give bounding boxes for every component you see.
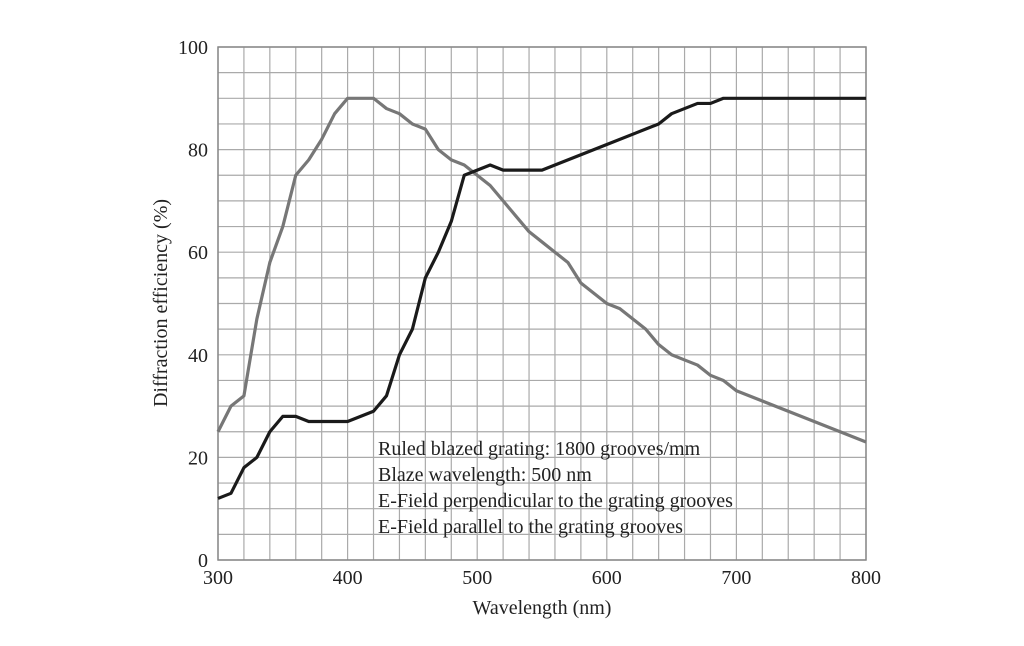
x-tick-label: 600: [592, 567, 622, 589]
y-tick-label: 0: [198, 550, 208, 572]
series-line-1: [216, 96, 867, 444]
annotation-text: Blaze wavelength: 500 nm: [378, 464, 592, 486]
x-tick-label: 500: [462, 567, 492, 589]
y-tick-label: 100: [178, 37, 208, 59]
annotation-text: E-Field perpendicular to the grating gro…: [378, 490, 733, 512]
series-line-2: [217, 96, 866, 500]
annotations: Ruled blazed grating: 1800 grooves/mm Bla…: [378, 438, 733, 538]
x-axis-label: Wavelength (nm): [473, 597, 612, 619]
grid: [217, 46, 867, 561]
series-lines: [216, 96, 867, 500]
y-tick-label: 40: [188, 345, 208, 367]
y-tick-label: 80: [188, 140, 208, 162]
plot-frame: [217, 46, 867, 561]
y-tick-label: 60: [188, 242, 208, 264]
annotation-text: Ruled blazed grating: 1800 grooves/mm: [378, 438, 701, 460]
x-tick-label: 300: [203, 567, 233, 589]
x-tick-label: 700: [721, 567, 751, 589]
x-tick-label: 800: [851, 567, 881, 589]
y-axis-label: Diffraction efficiency (%): [150, 199, 172, 407]
annotation-text: E-Field parallel to the grating grooves: [378, 516, 683, 538]
y-tick-label: 20: [188, 447, 208, 469]
x-tick-label: 400: [333, 567, 363, 589]
tick-labels: 300 400 500 600 700 800 0 20 40 60 80 100: [178, 37, 881, 589]
